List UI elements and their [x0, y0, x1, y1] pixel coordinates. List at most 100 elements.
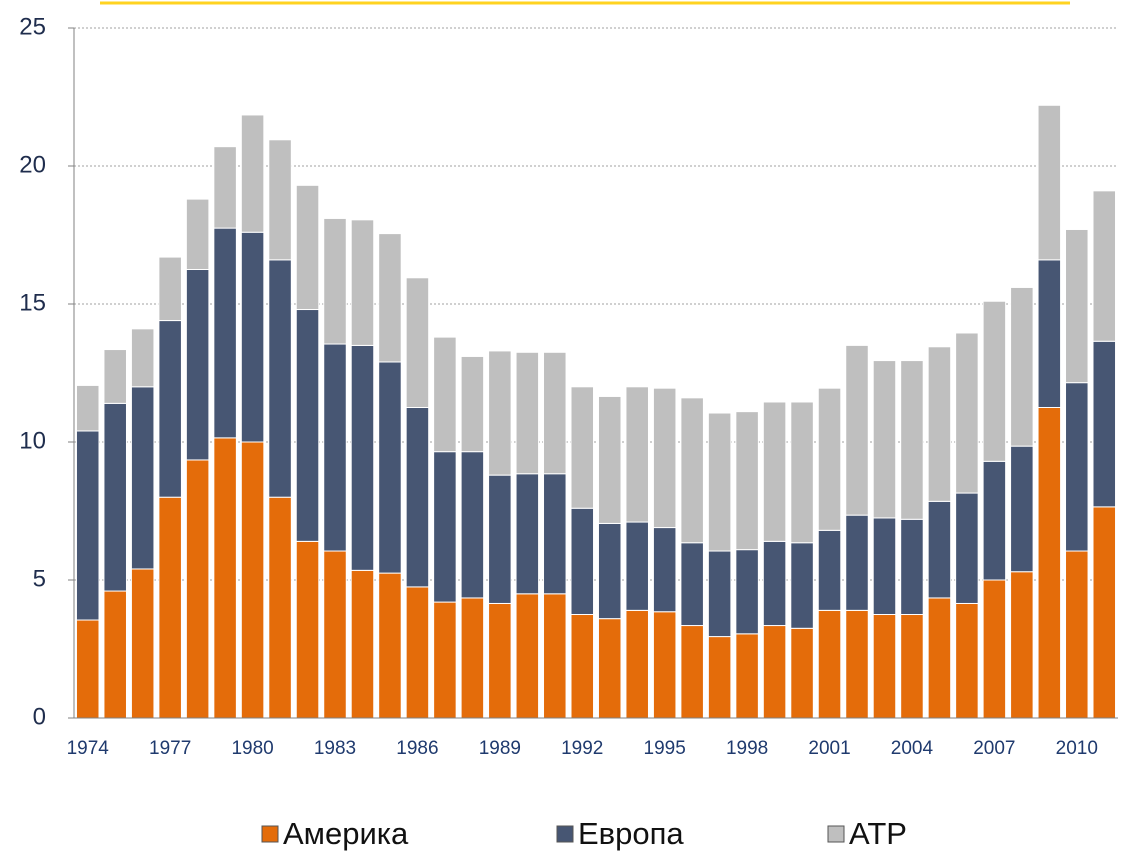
bar-segment	[158, 256, 182, 322]
bar-segment	[543, 351, 567, 475]
bar-segment	[130, 568, 155, 719]
bar-segment	[378, 233, 402, 363]
bar-segment	[295, 540, 320, 719]
bar-segment	[707, 550, 732, 638]
bar-segment	[1065, 228, 1089, 384]
bar-segment	[350, 344, 375, 571]
x-tick-label: 1989	[479, 738, 521, 759]
bar-segment	[1010, 286, 1034, 447]
bar-segment	[1037, 104, 1062, 261]
bar-segment	[735, 411, 759, 551]
legend-swatch	[556, 825, 574, 843]
bar-segment	[323, 343, 347, 552]
y-tick-label: 20	[19, 151, 46, 178]
bar-segment	[625, 609, 649, 719]
bar-segment	[982, 579, 1007, 719]
bar-segment	[982, 300, 1007, 462]
bar-segment	[680, 542, 704, 627]
x-tick-label: 2007	[973, 738, 1015, 759]
bar-segment	[597, 522, 622, 620]
bar-segment	[75, 384, 100, 432]
y-tick-label: 5	[33, 565, 46, 592]
bar-segment	[735, 633, 759, 719]
bar-segment	[900, 360, 924, 520]
bar-segment	[927, 346, 952, 502]
legend-label: Европа	[578, 816, 684, 851]
bar-segment	[707, 412, 732, 552]
bar-segment	[158, 320, 182, 498]
bar-segment	[240, 231, 265, 443]
bar-segment	[515, 351, 540, 475]
bar-segment	[130, 386, 155, 570]
bar-segment	[872, 614, 897, 719]
bar-segment	[158, 496, 182, 719]
bar-segment	[295, 184, 320, 311]
bar-segment	[75, 619, 100, 719]
bar-segment	[433, 601, 457, 719]
bar-segment	[1037, 259, 1062, 408]
bar-segment	[240, 114, 265, 233]
bar-segment	[350, 569, 375, 719]
bar-segment	[1037, 407, 1062, 719]
bar-segment	[1092, 190, 1117, 342]
bar-segment	[927, 500, 952, 599]
bar-segment	[680, 397, 704, 544]
bar-segment	[982, 460, 1007, 581]
bar-segment	[433, 336, 457, 453]
bar-segment	[625, 521, 649, 611]
bar-segment	[1065, 382, 1089, 552]
bar-segment	[543, 473, 567, 595]
bar-segment	[405, 586, 430, 719]
bar-segment	[75, 430, 100, 621]
bar-segment	[268, 496, 292, 719]
bar-segment	[103, 590, 127, 719]
bar-segment	[845, 609, 869, 719]
bar-segment	[900, 518, 924, 616]
bar-segment	[433, 451, 457, 603]
bar-segment	[652, 387, 677, 529]
bar-segment	[515, 593, 540, 719]
bar-segment	[488, 602, 512, 719]
bar-segment	[323, 550, 347, 719]
x-tick-label: 2010	[1056, 738, 1098, 759]
bar-segment	[185, 198, 210, 270]
bar-segment	[955, 332, 979, 494]
x-tick-label: 1974	[67, 738, 110, 759]
bar-segment	[213, 227, 237, 439]
bar-segment	[735, 549, 759, 635]
bar-segment	[268, 259, 292, 498]
bar-segment	[1010, 445, 1034, 573]
x-tick-label: 1983	[314, 738, 356, 759]
bar-segment	[652, 527, 677, 613]
bar-segment	[790, 627, 814, 719]
bar-segment	[955, 602, 979, 719]
bar-segment	[927, 597, 952, 719]
bar-segment	[570, 386, 595, 509]
x-tick-label: 1992	[561, 738, 603, 759]
y-tick-label: 25	[19, 13, 46, 40]
bar-segment	[515, 473, 540, 595]
y-tick-label: 0	[33, 703, 46, 730]
bar-segment	[597, 395, 622, 524]
bar-segment	[268, 139, 292, 261]
bar-segment	[130, 328, 155, 388]
bar-segment	[543, 593, 567, 719]
bar-segment	[378, 572, 402, 719]
bar-segment	[570, 614, 595, 719]
y-tick-label: 10	[19, 427, 46, 454]
bar-segment	[845, 514, 869, 611]
bar-segment	[707, 636, 732, 719]
bar-segment	[762, 540, 787, 627]
legend-label: ATP	[849, 816, 907, 851]
bar-segment	[460, 355, 485, 453]
bar-segment	[460, 597, 485, 719]
bar-segment	[1010, 571, 1034, 719]
x-tick-label: 1977	[149, 738, 191, 759]
bar-segment	[625, 386, 649, 523]
bar-segment	[680, 625, 704, 719]
legend-swatch	[827, 825, 845, 843]
bar-segment	[350, 219, 375, 346]
bar-segment	[817, 529, 842, 611]
bar-segment	[817, 609, 842, 719]
